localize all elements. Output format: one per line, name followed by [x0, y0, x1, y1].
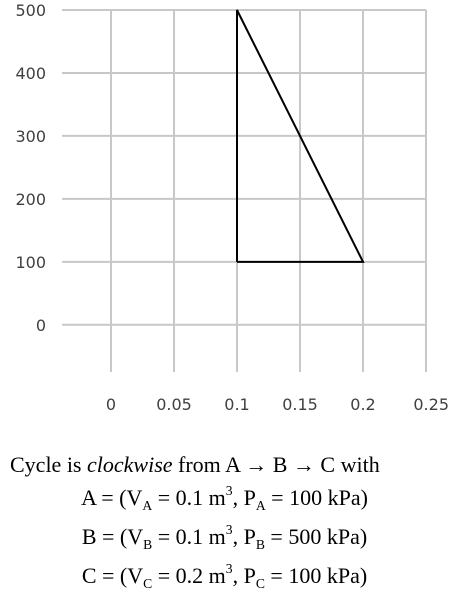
y-tick-label-3: 300: [15, 127, 46, 146]
state-a-v-sub: A: [142, 497, 153, 513]
x-tick-label-2: 0.1: [224, 395, 249, 414]
x-tick-label-1: 0.05: [156, 395, 192, 414]
pv-chart: 0 100 200 300 400 500 0 0.05 0.1 0.15 0.2 0.25: [15, 1, 449, 414]
grid-lines: [62, 9, 427, 372]
state-b-v-exp: 3: [225, 521, 233, 537]
series-line-0: [236, 9, 365, 263]
state-a-line: A = (VA = 0.1 m3, PA = 100 kPa): [81, 482, 368, 513]
x-tick-label-0: 0: [106, 395, 116, 414]
state-c-p-value: 100 kPa: [288, 563, 360, 588]
state-b-p-sub: B: [255, 536, 265, 552]
state-a-label: A: [81, 485, 96, 510]
caption-line1-pre: Cycle is: [10, 452, 87, 477]
state-b-v-sub: B: [143, 536, 153, 552]
state-a-v-exp: 3: [225, 482, 233, 498]
caption-line-1: Cycle is clockwise from A → B → C with: [10, 452, 380, 478]
y-tick-label-5: 500: [15, 1, 46, 20]
state-b-line: B = (VB = 0.1 m3, PB = 500 kPa): [81, 521, 368, 552]
state-b-p-value: 500 kPa: [288, 524, 360, 549]
y-tick-label-4: 400: [15, 64, 46, 83]
state-a-p-value: 100 kPa: [289, 485, 361, 510]
state-c-v-value: 0.2 m: [175, 563, 226, 588]
state-c-line: C = (VC = 0.2 m3, PC = 100 kPa): [81, 560, 368, 591]
caption-line1-italic: clockwise: [87, 452, 173, 477]
y-tick-label-1: 100: [15, 253, 46, 272]
caption-line1-post: from A → B → C with: [172, 452, 380, 477]
state-c-v-sub: C: [143, 575, 153, 591]
x-tick-label-3: 0.15: [282, 395, 318, 414]
y-tick-labels: 0 100 200 300 400 500: [15, 1, 46, 335]
x-tick-label-4: 0.2: [350, 395, 375, 414]
state-b-label: B: [81, 524, 97, 549]
cycle-series: [236, 9, 365, 263]
state-c-label: C: [81, 563, 97, 588]
state-c-p-sub: C: [255, 575, 265, 591]
state-a-v-value: 0.1 m: [175, 485, 226, 510]
y-tick-label-0: 0: [36, 316, 46, 335]
x-tick-label-5: 0.25: [413, 395, 449, 414]
y-tick-label-2: 200: [15, 190, 46, 209]
state-a-p-sub: A: [255, 497, 266, 513]
state-c-v-exp: 3: [225, 560, 233, 576]
x-tick-labels: 0 0.05 0.1 0.15 0.2 0.25: [106, 395, 449, 414]
state-b-v-value: 0.1 m: [175, 524, 226, 549]
